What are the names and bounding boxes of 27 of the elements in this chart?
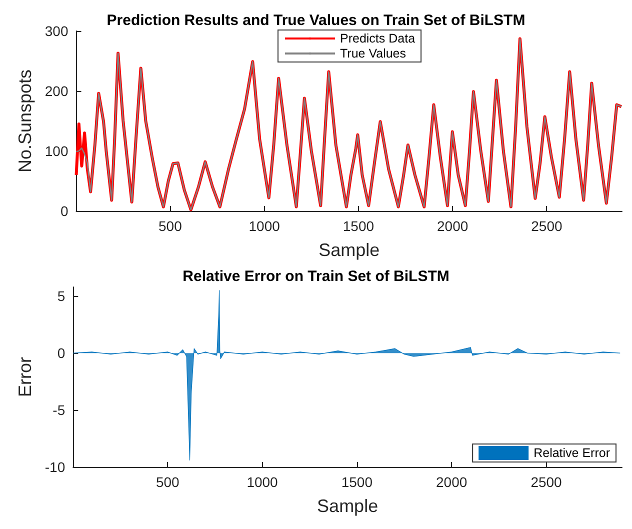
chart-title: Prediction Results and True Values on Train Set of BiLSTM [106,12,526,29]
chart-title: Relative Error on Train Set of BiLSTM [182,268,450,285]
y-tick-label: -10 [44,459,66,475]
legend-label: Relative Error [534,446,610,460]
x-axis-title: Sample [318,240,380,260]
y-tick-label: 200 [44,83,68,99]
y-tick-label: 100 [44,143,68,159]
x-tick-label: 2500 [531,218,562,234]
x-tick-label: 1000 [248,218,280,234]
x-axis-title: Sample [317,496,378,516]
x-tick-label: 500 [156,474,180,490]
y-tick-label: 0 [57,345,66,362]
legend-label: Predicts Data [340,32,416,46]
x-tick-label: 1500 [342,218,374,234]
y-tick-label: 5 [57,288,66,304]
y-axis-title: Error [15,356,35,397]
x-tick-label: 500 [158,218,182,234]
y-tick-label: -5 [52,402,66,418]
x-tick-label: 2000 [436,218,468,234]
x-tick-label: 2500 [530,474,562,490]
x-tick-label: 1000 [246,474,278,490]
x-tick-label: 2000 [436,474,468,490]
y-tick-label: 0 [60,203,68,219]
legend-label: True Values [340,46,406,60]
y-tick-label: 300 [44,23,68,39]
y-axis-title: No.Sunspots [15,69,35,173]
x-tick-label: 1500 [341,474,373,490]
